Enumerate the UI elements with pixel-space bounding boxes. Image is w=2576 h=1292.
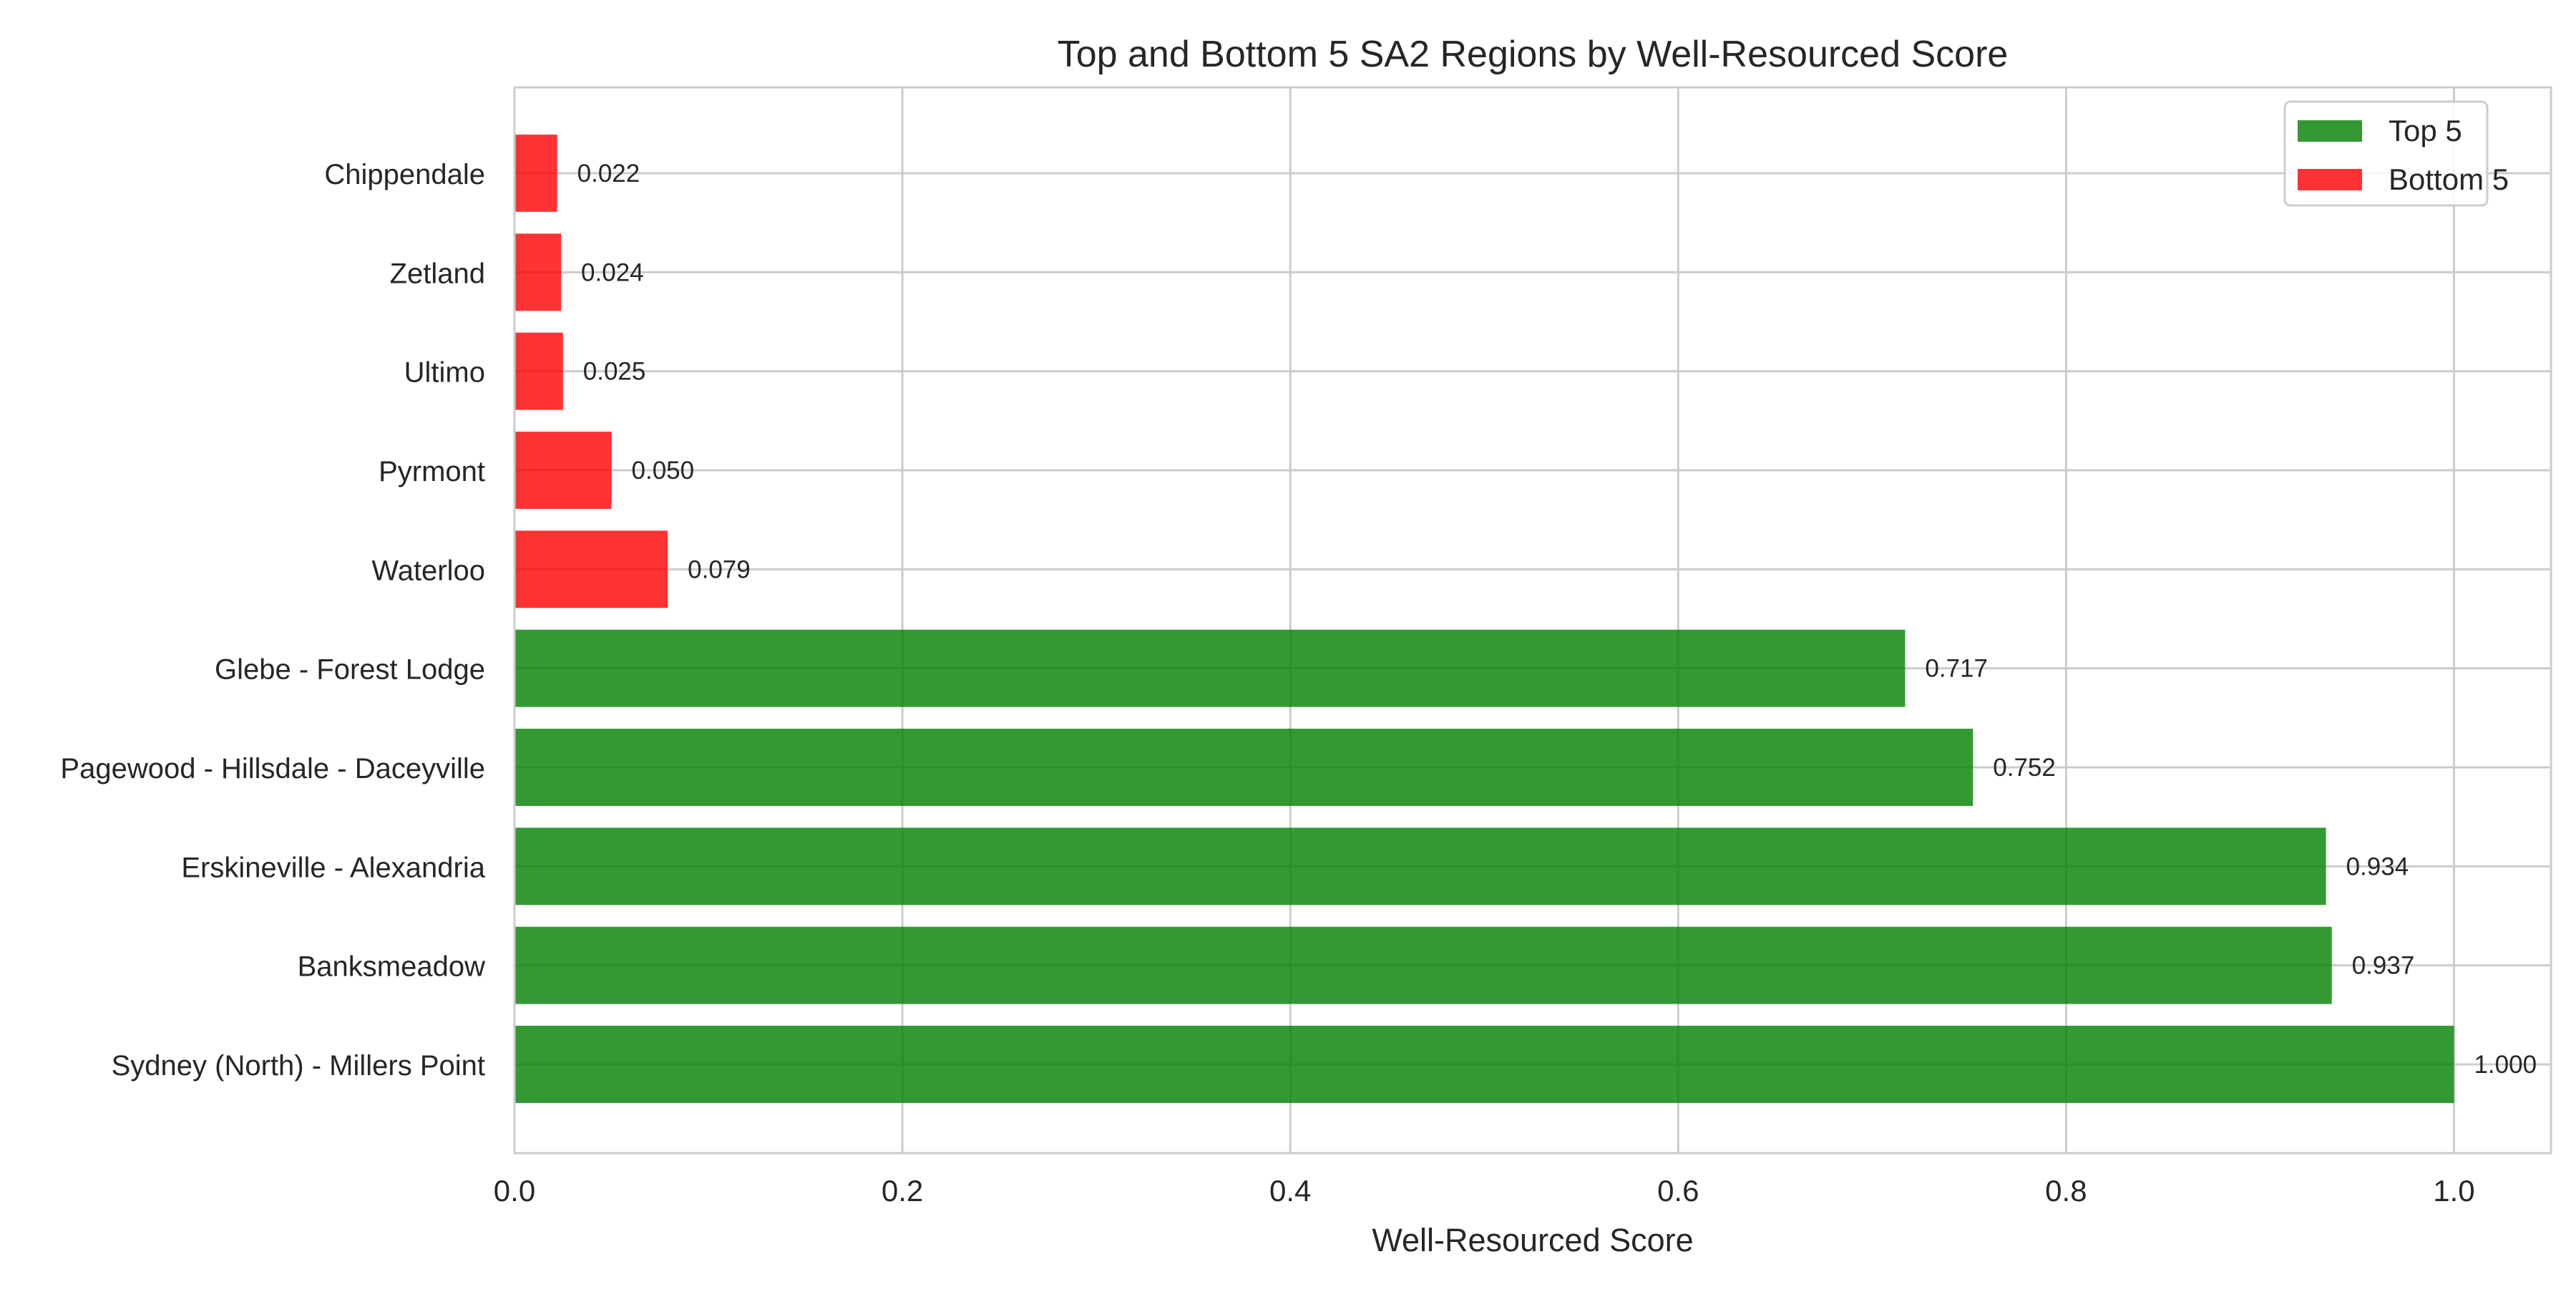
y-tick-label: Pyrmont (379, 456, 485, 487)
bar-top5 (514, 827, 2326, 905)
y-tick-label: Waterloo (371, 555, 485, 586)
legend-label: Bottom 5 (2389, 162, 2509, 196)
x-axis-label: Well-Resourced Score (1372, 1222, 1693, 1258)
bar-top5 (514, 926, 2332, 1004)
x-tick-label: 0.4 (1269, 1174, 1311, 1208)
bar-value-label: 0.024 (581, 258, 644, 286)
bar-value-label: 0.079 (688, 555, 751, 583)
bar-value-label: 0.022 (577, 160, 640, 188)
x-tick-labels: 0.0 0.2 0.4 0.6 0.8 1.0 (494, 1174, 2475, 1208)
y-tick-label: Sydney (North) - Millers Point (112, 1050, 485, 1082)
y-tick-label: Glebe - Forest Lodge (215, 654, 485, 686)
legend-label: Top 5 (2389, 114, 2462, 147)
bar-bottom5 (514, 135, 557, 212)
bar-value-label: 0.752 (1993, 754, 2056, 782)
bar-bottom5 (514, 332, 563, 410)
y-tick-label: Pagewood - Hillsdale - Daceyville (60, 753, 485, 785)
x-tick-label: 1.0 (2433, 1174, 2474, 1208)
y-tick-label: Banksmeadow (298, 951, 485, 983)
bar-top5 (514, 729, 1974, 806)
x-tick-label: 0.6 (1657, 1174, 1699, 1208)
x-tick-label: 0.2 (882, 1174, 923, 1208)
legend-swatch (2298, 169, 2362, 190)
bar-value-label: 1.000 (2474, 1051, 2537, 1079)
chart-title: Top and Bottom 5 SA2 Regions by Well-Res… (1058, 34, 2009, 75)
bar-bottom5 (514, 233, 562, 311)
bar-bottom5 (514, 530, 668, 608)
y-tick-label: Chippendale (324, 159, 485, 190)
bar-value-label: 0.025 (583, 358, 646, 386)
legend-swatch (2298, 120, 2362, 142)
legend: Top 5 Bottom 5 (2283, 100, 2509, 207)
bar-top5 (514, 629, 1906, 707)
bar-value-label: 0.934 (2346, 853, 2409, 880)
bar-value-label: 0.050 (632, 457, 695, 485)
y-tick-label: Ultimo (404, 357, 485, 389)
y-tick-label: Erskineville - Alexandria (181, 852, 485, 883)
y-tick-label: Zetland (390, 258, 485, 289)
bar-value-label: 0.937 (2352, 952, 2415, 980)
x-tick-label: 0.8 (2045, 1174, 2087, 1208)
plot-frame (513, 86, 2552, 1155)
bars (514, 135, 2454, 1103)
value-labels: 1.000 0.937 0.934 0.752 0.717 0.079 0.050 0.025… (577, 160, 2537, 1079)
bar-bottom5 (514, 432, 612, 509)
bar-top5 (514, 1026, 2454, 1103)
y-tick-labels: Sydney (North) - Millers Point Banksmeado… (60, 159, 485, 1082)
x-tick-label: 0.0 (494, 1174, 535, 1208)
bar-value-label: 0.717 (1925, 655, 1988, 683)
